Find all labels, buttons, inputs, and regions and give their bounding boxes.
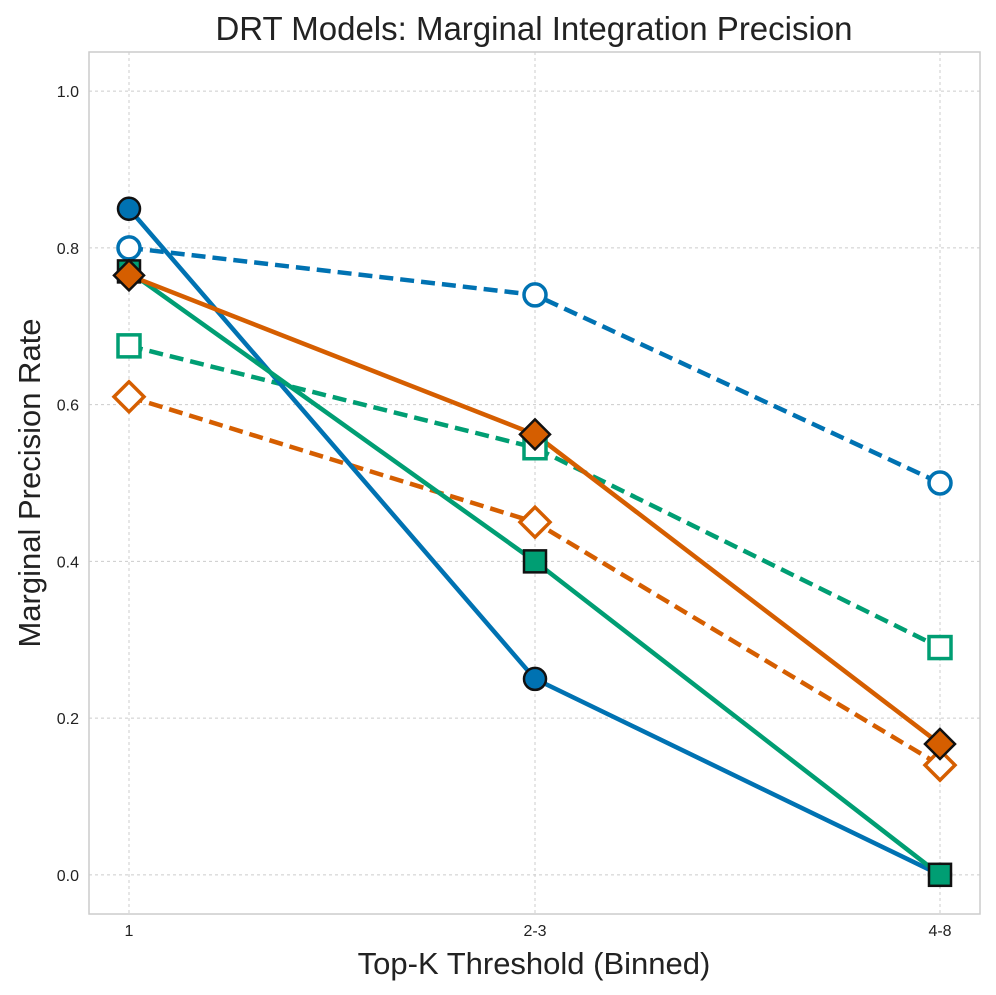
plot-frame [88,51,981,915]
data-point-green-dashed-open-square [116,333,142,359]
data-point-blue-dashed-open-circle [927,470,953,496]
data-point-green-solid-filled-square [522,549,548,574]
data-point-blue-dashed-open-circle [522,282,548,308]
data-point-orange-dashed-open-diamond [517,504,553,540]
data-point-orange-dashed-open-diamond [922,747,958,783]
data-point-green-dashed-open-square [927,634,953,661]
x-tick-label: 2-3 [523,923,546,940]
y-tick-label: 0.4 [57,554,79,571]
data-point-green-solid-filled-square [927,862,953,888]
axis-ticks: 1 2-3 4-8 0.0 0.2 0.4 0.6 0.8 1.0 [57,84,952,940]
x-tick-label: 1 [125,923,134,940]
chart-title: DRT Models: Marginal Integration Precisi… [215,10,852,47]
data-point-orange-solid-filled-diamond [923,727,957,761]
series-group [111,196,958,888]
y-tick-label: 0.6 [57,398,79,415]
data-point-orange-solid-filled-diamond [518,417,552,452]
x-axis-label: Top-K Threshold (Binned) [358,946,711,981]
x-tick-label: 4-8 [928,923,951,940]
y-tick-label: 0.8 [57,241,79,258]
y-tick-label: 0.2 [57,711,79,728]
series-line-green-dashed-open-square [128,343,941,650]
data-point-orange-dashed-open-diamond [111,379,147,415]
y-tick-label: 0.0 [57,868,79,885]
data-point-blue-solid-filled-circle [116,196,142,221]
y-axis-label: Marginal Precision Rate [12,318,47,647]
y-tick-label: 1.0 [57,84,79,101]
data-point-blue-dashed-open-circle [116,235,142,261]
data-point-orange-solid-filled-diamond [112,258,146,293]
data-point-blue-solid-filled-circle [522,666,548,692]
